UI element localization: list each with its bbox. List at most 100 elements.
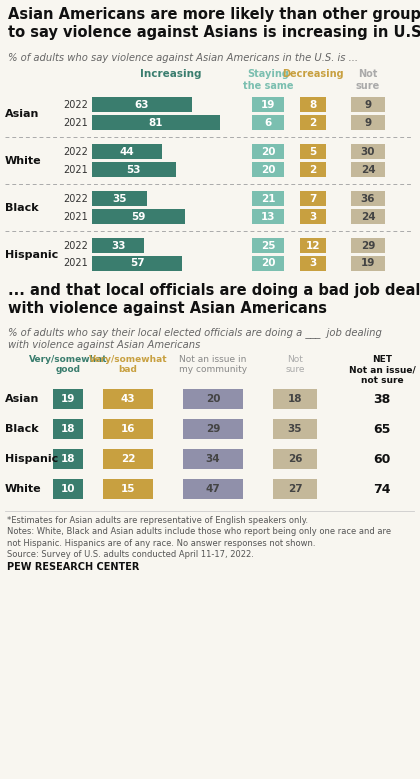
Text: 8: 8 (310, 100, 317, 110)
Text: % of adults who say violence against Asian Americans in the U.S. is ...: % of adults who say violence against Asi… (8, 53, 358, 63)
Bar (351, 115, 385, 130)
Text: Staying
the same: Staying the same (243, 69, 293, 90)
Text: 19: 19 (61, 394, 75, 404)
Text: 9: 9 (365, 118, 372, 128)
Text: 3: 3 (310, 212, 317, 221)
Text: 63: 63 (134, 100, 149, 110)
Text: 20: 20 (261, 259, 275, 269)
Text: 12: 12 (306, 241, 320, 251)
Bar (273, 479, 317, 499)
Text: 35: 35 (113, 193, 127, 203)
Text: 21: 21 (261, 193, 275, 203)
Text: Black: Black (5, 424, 39, 434)
Bar (183, 449, 243, 469)
Bar (351, 238, 385, 253)
Text: Not
sure: Not sure (285, 355, 305, 375)
Text: 74: 74 (373, 482, 391, 495)
Bar (300, 115, 326, 130)
Text: 30: 30 (361, 146, 375, 157)
Bar (252, 256, 284, 271)
Bar (252, 162, 284, 177)
Bar (252, 115, 284, 130)
Bar (252, 209, 284, 224)
Text: Asian: Asian (5, 108, 39, 118)
Bar (183, 479, 243, 499)
Text: 43: 43 (121, 394, 135, 404)
Bar (92, 256, 182, 271)
Text: 20: 20 (261, 146, 275, 157)
Bar (273, 449, 317, 469)
Bar (92, 209, 185, 224)
Text: 2021: 2021 (63, 259, 88, 269)
Text: 25: 25 (261, 241, 275, 251)
Text: Very/somewhat
good: Very/somewhat good (29, 355, 108, 375)
Text: 2: 2 (310, 118, 317, 128)
Text: 19: 19 (361, 259, 375, 269)
Bar (92, 162, 176, 177)
Bar (92, 144, 162, 159)
Text: 3: 3 (310, 259, 317, 269)
Text: 9: 9 (365, 100, 372, 110)
Text: 38: 38 (373, 393, 391, 406)
Bar (53, 479, 83, 499)
Bar (300, 97, 326, 112)
Bar (92, 97, 192, 112)
Text: 18: 18 (61, 454, 75, 464)
Text: 10: 10 (61, 484, 75, 494)
Bar (183, 419, 243, 439)
Text: 2022: 2022 (63, 146, 88, 157)
Bar (92, 238, 144, 253)
Text: 33: 33 (111, 241, 125, 251)
Text: Hispanic: Hispanic (5, 249, 58, 259)
Text: 2022: 2022 (63, 241, 88, 251)
Text: NET
Not an issue/
not sure: NET Not an issue/ not sure (349, 355, 415, 385)
Text: Very/somewhat
bad: Very/somewhat bad (89, 355, 167, 375)
Text: 2: 2 (310, 164, 317, 174)
Bar (252, 144, 284, 159)
Text: 20: 20 (206, 394, 220, 404)
Text: 15: 15 (121, 484, 135, 494)
Bar (351, 144, 385, 159)
Bar (300, 238, 326, 253)
Text: Asian Americans are more likely than other groups
to say violence against Asians: Asian Americans are more likely than oth… (8, 7, 420, 40)
Bar (252, 191, 284, 206)
Text: 53: 53 (126, 164, 141, 174)
Text: White: White (5, 156, 42, 165)
Text: 60: 60 (373, 453, 391, 466)
Text: 18: 18 (288, 394, 302, 404)
Text: % of adults who say their local elected officials are doing a ___  job dealing
w: % of adults who say their local elected … (8, 327, 382, 350)
Text: 22: 22 (121, 454, 135, 464)
Text: ... and that local officials are doing a bad job dealing
with violence against A: ... and that local officials are doing a… (8, 283, 420, 316)
Bar (92, 191, 147, 206)
Text: 35: 35 (288, 424, 302, 434)
Bar (103, 389, 153, 409)
Bar (351, 97, 385, 112)
Bar (300, 191, 326, 206)
Text: 2022: 2022 (63, 193, 88, 203)
Bar (351, 256, 385, 271)
Text: 2021: 2021 (63, 164, 88, 174)
Bar (252, 238, 284, 253)
Text: 16: 16 (121, 424, 135, 434)
Text: Not an issue in
my community: Not an issue in my community (179, 355, 247, 375)
Text: 27: 27 (288, 484, 302, 494)
Bar (103, 449, 153, 469)
Text: 59: 59 (131, 212, 146, 221)
Text: 7: 7 (309, 193, 317, 203)
Text: Hispanic: Hispanic (5, 454, 58, 464)
Bar (92, 115, 220, 130)
Bar (351, 191, 385, 206)
Text: 24: 24 (361, 212, 375, 221)
Text: Black: Black (5, 203, 39, 213)
Bar (351, 162, 385, 177)
Text: 34: 34 (206, 454, 220, 464)
Text: 2022: 2022 (63, 100, 88, 110)
Bar (252, 97, 284, 112)
Text: 26: 26 (288, 454, 302, 464)
Text: 65: 65 (373, 422, 391, 435)
Bar (53, 389, 83, 409)
Text: 13: 13 (261, 212, 275, 221)
Bar (273, 419, 317, 439)
Text: 29: 29 (206, 424, 220, 434)
Text: 2021: 2021 (63, 212, 88, 221)
